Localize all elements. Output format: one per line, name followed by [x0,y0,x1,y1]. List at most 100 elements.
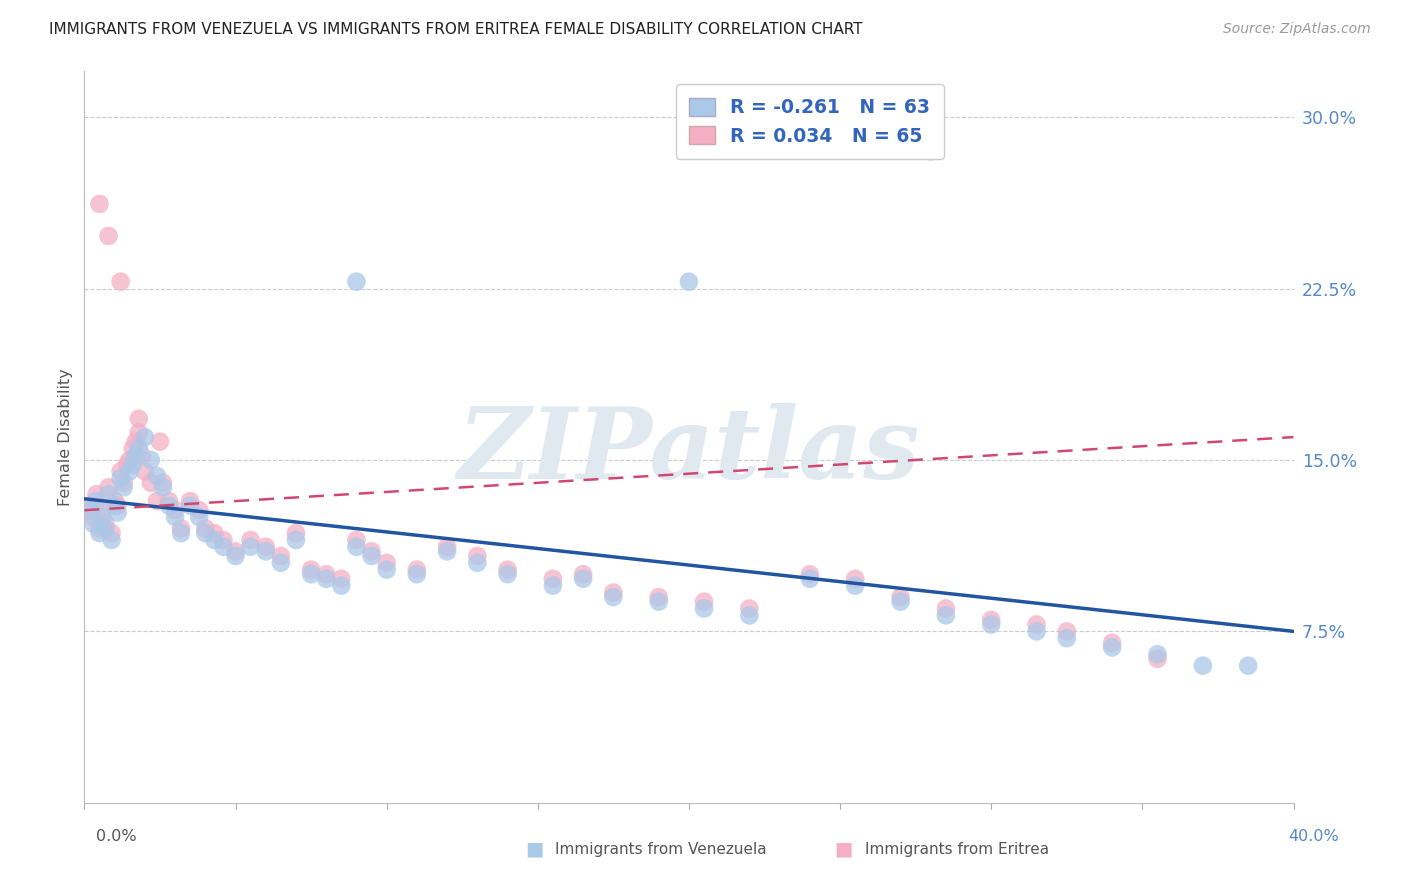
Point [1237,658,1260,673]
Point [91,503,114,517]
Point [799,567,821,582]
Point [330,572,353,586]
Point [112,475,135,490]
Point [467,549,489,563]
Point [121,442,143,456]
Point [128,425,150,440]
Point [254,540,277,554]
Point [89,526,111,541]
Point [89,521,111,535]
Point [202,533,225,547]
Point [541,572,564,586]
Point [91,510,114,524]
Point [980,617,1002,632]
Point [254,544,277,558]
Point [375,556,398,570]
Point [602,590,624,604]
Point [97,480,120,494]
Point [1025,624,1047,639]
Point [121,458,143,472]
Point [572,567,595,582]
Point [134,430,156,444]
Point [107,499,129,513]
Text: ■: ■ [524,839,544,859]
Point [188,503,211,517]
Point [202,526,225,541]
Point [89,197,111,211]
Point [648,595,671,609]
Point [157,494,180,508]
Point [270,549,292,563]
Point [97,487,120,501]
Point [225,544,247,558]
Point [285,533,308,547]
Point [94,521,117,535]
Point [346,540,368,554]
Point [128,412,150,426]
Point [738,608,761,623]
Point [299,567,322,582]
Point [315,567,337,582]
Point [1025,617,1047,632]
Point [82,516,104,531]
Point [239,540,262,554]
Point [110,464,132,478]
Point [146,494,169,508]
Text: ■: ■ [834,839,853,859]
Point [152,480,174,494]
Point [165,510,187,524]
Point [170,521,193,535]
Point [935,608,957,623]
Point [225,549,247,563]
Legend: R = -0.261   N = 63, R = 0.034   N = 65: R = -0.261 N = 63, R = 0.034 N = 65 [676,85,943,159]
Point [179,499,201,513]
Text: 40.0%: 40.0% [1288,830,1339,844]
Point [920,145,942,159]
Point [602,585,624,599]
Point [270,556,292,570]
Point [131,449,153,463]
Point [107,506,129,520]
Point [496,563,519,577]
Point [239,533,262,547]
Point [799,572,821,586]
Point [146,469,169,483]
Point [890,595,912,609]
Point [1101,636,1123,650]
Point [134,464,156,478]
Point [467,556,489,570]
Point [346,533,368,547]
Point [118,464,141,478]
Text: Immigrants from Eritrea: Immigrants from Eritrea [865,842,1049,856]
Point [572,572,595,586]
Point [980,613,1002,627]
Point [86,494,108,508]
Point [139,475,162,490]
Point [330,579,353,593]
Point [152,475,174,490]
Point [79,503,101,517]
Point [285,526,308,541]
Point [693,601,716,615]
Point [94,516,117,531]
Point [1192,658,1215,673]
Point [125,434,148,449]
Point [738,601,761,615]
Point [165,503,187,517]
Point [315,572,337,586]
Point [149,434,172,449]
Point [212,533,235,547]
Point [890,590,912,604]
Point [299,563,322,577]
Point [128,442,150,456]
Point [844,572,866,586]
Point [110,275,132,289]
Point [194,526,217,541]
Point [115,458,138,472]
Point [648,590,671,604]
Point [844,579,866,593]
Y-axis label: Female Disability: Female Disability [58,368,73,506]
Point [406,567,429,582]
Point [104,499,127,513]
Point [360,549,382,563]
